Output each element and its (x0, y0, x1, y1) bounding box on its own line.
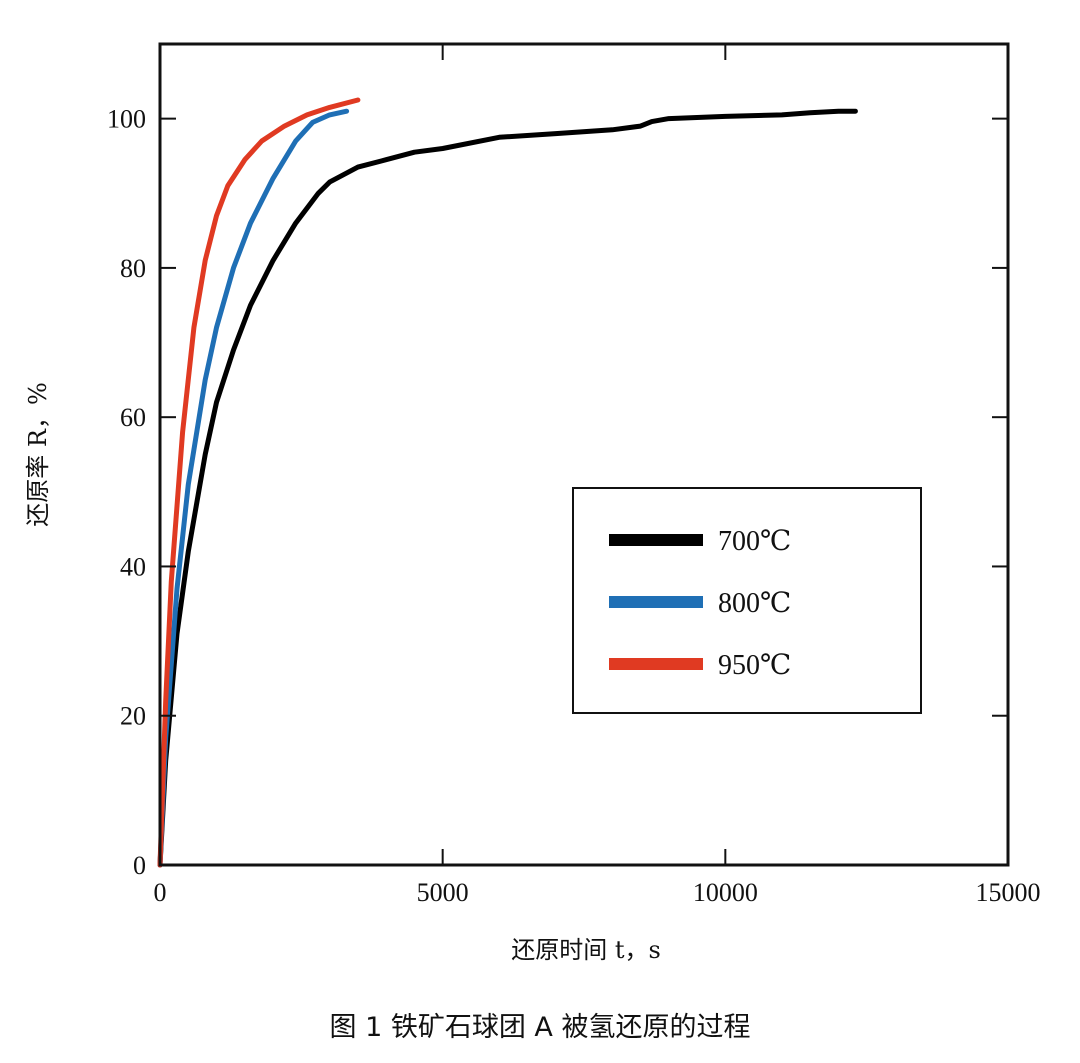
series-line-800℃ (157, 108, 350, 868)
y-axis-title: 还原率 R，% (24, 382, 52, 527)
reduction-chart: 0 5000 10000 15000 0 20 40 60 80 100 还原时间 t，s 还原率… (24, 42, 1041, 964)
series-layer (157, 97, 858, 868)
y-tick-label: 0 (133, 851, 146, 880)
ticks-layer: 0 5000 10000 15000 0 20 40 60 80 100 (107, 44, 1041, 907)
y-tick-label: 40 (120, 552, 146, 581)
x-tick-label: 0 (154, 878, 167, 907)
plot-frame (158, 42, 1010, 867)
y-tick-label: 60 (120, 403, 146, 432)
x-tick-label: 15000 (976, 878, 1041, 907)
y-tick-label: 80 (120, 254, 146, 283)
legend-label: 950℃ (718, 650, 791, 681)
legend-label: 800℃ (718, 588, 791, 619)
legend-label: 700℃ (718, 526, 791, 557)
series-line-700℃ (157, 108, 858, 868)
y-tick-label: 100 (107, 105, 146, 134)
x-axis-title: 还原时间 t，s (511, 936, 661, 964)
series-line-950℃ (157, 97, 361, 868)
y-tick-label: 20 (120, 702, 146, 731)
x-tick-label: 5000 (417, 878, 469, 907)
figure-caption: 图 1 铁矿石球团 A 被氢还原的过程 (329, 1012, 751, 1043)
legend: 700℃ 800℃ 950℃ (572, 487, 922, 714)
x-tick-label: 10000 (693, 878, 758, 907)
